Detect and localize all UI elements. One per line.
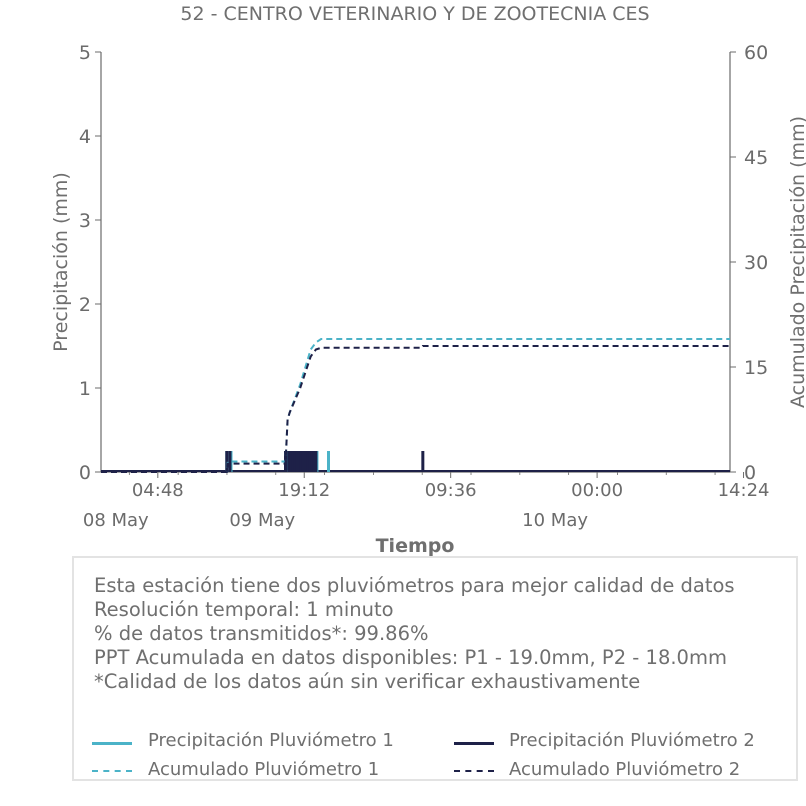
y-axis-label-left: Precipitación (mm): [50, 172, 72, 352]
left-tick-label: 2: [79, 294, 91, 316]
info-line: Esta estación tiene dos pluviómetros par…: [94, 574, 735, 597]
info-line: % de datos transmitidos*: 99.86%: [94, 622, 429, 645]
y-axis-label-right: Acumulado Precipitación (mm): [787, 116, 806, 408]
legend-swatch-precip-p1: [92, 742, 132, 745]
x-axis-label: Tiempo: [376, 535, 455, 557]
left-tick-label: 3: [79, 210, 91, 232]
right-tick-label: 15: [744, 357, 768, 379]
info-legend-box: Esta estación tiene dos pluviómetros par…: [72, 556, 798, 781]
info-line: PPT Acumulada en datos disponibles: P1 -…: [94, 646, 727, 669]
chart-title: 52 - CENTRO VETERINARIO Y DE ZOOTECNIA C…: [180, 3, 649, 25]
legend-label-accum-p1: Acumulado Pluviómetro 1: [148, 759, 380, 780]
legend-label-precip-p2: Precipitación Pluviómetro 2: [509, 730, 755, 751]
info-line: *Calidad de los datos aún sin verificar …: [94, 670, 641, 693]
legend-swatch-precip-p2: [454, 742, 494, 745]
rain-chart: 52 - CENTRO VETERINARIO Y DE ZOOTECNIA C…: [50, 3, 806, 557]
left-tick-label: 4: [79, 126, 91, 148]
right-tick-label: 0: [744, 462, 756, 484]
x-tick-date-label: 10 May: [522, 510, 588, 531]
legend-swatch-accum-p2: [454, 770, 494, 772]
right-tick-label: 30: [744, 252, 768, 274]
info-line: Resolución temporal: 1 minuto: [94, 598, 394, 621]
right-tick-label: 45: [744, 147, 768, 169]
x-tick-date-label: 09 May: [229, 510, 295, 531]
x-tick-date-label: 08 May: [83, 510, 149, 531]
legend-label-accum-p2: Acumulado Pluviómetro 2: [509, 759, 741, 780]
right-tick-label: 60: [744, 42, 768, 64]
x-tick-time-label: 00:00: [571, 480, 623, 501]
left-tick-label: 0: [79, 462, 91, 484]
accum-line-p2: [101, 345, 730, 473]
left-tick-label: 5: [79, 42, 91, 64]
legend-swatch-accum-p1: [92, 770, 132, 772]
x-tick-time-label: 14:24: [718, 480, 770, 501]
x-tick-time-label: 04:48: [132, 480, 184, 501]
accum-line-p1: [101, 338, 730, 473]
x-tick-time-label: 09:36: [425, 480, 477, 501]
x-tick-time-label: 19:12: [278, 480, 330, 501]
left-tick-label: 1: [79, 378, 91, 400]
station-info: Esta estación tiene dos pluviómetros par…: [94, 574, 735, 694]
legend-label-precip-p1: Precipitación Pluviómetro 1: [148, 730, 394, 751]
